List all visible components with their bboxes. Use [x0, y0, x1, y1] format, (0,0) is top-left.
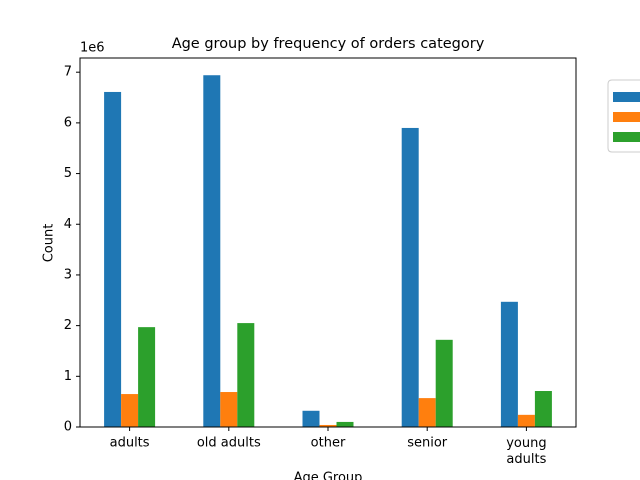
- bar: [138, 327, 156, 427]
- bar: [418, 398, 436, 427]
- bar: [336, 421, 354, 427]
- y-tick-label: 4: [64, 217, 72, 232]
- y-tick-label: 3: [64, 267, 72, 282]
- bar: [534, 391, 552, 427]
- y-tick-label: 5: [64, 166, 72, 181]
- x-tick-label-line: adults: [506, 452, 546, 467]
- x-tick-label: young adults: [506, 436, 546, 467]
- bar: [401, 127, 419, 427]
- bar: [517, 414, 535, 427]
- y-axis-label: Count: [42, 224, 57, 263]
- bar: [319, 424, 337, 427]
- x-tick-label-line: young: [506, 436, 546, 451]
- bar: [500, 301, 518, 427]
- x-tick-label: old adults: [197, 436, 261, 451]
- bar: [302, 410, 320, 427]
- bar: [104, 91, 122, 427]
- chart-title: Age group by frequency of orders categor…: [172, 36, 485, 52]
- x-tick-label: adults: [110, 436, 150, 451]
- x-axis-label: Age Group: [294, 471, 363, 480]
- y-tick-label: 7: [64, 65, 72, 80]
- legend-swatch: [613, 92, 640, 102]
- bar: [220, 392, 238, 427]
- y-tick-label: 6: [64, 115, 72, 130]
- bar: [237, 323, 255, 427]
- plot-frame: [79, 57, 577, 428]
- bar: [121, 394, 139, 427]
- y-offset-label: 1e6: [80, 41, 105, 56]
- bar: [203, 75, 221, 427]
- y-tick-label: 2: [64, 318, 72, 333]
- legend-swatch: [613, 132, 640, 142]
- x-tick-label: senior: [407, 436, 448, 451]
- y-tick-label: 1: [64, 369, 72, 384]
- x-tick-label: other: [311, 436, 346, 451]
- y-tick-label: 0: [64, 420, 72, 435]
- bar: [435, 339, 453, 427]
- legend-swatch: [613, 112, 640, 122]
